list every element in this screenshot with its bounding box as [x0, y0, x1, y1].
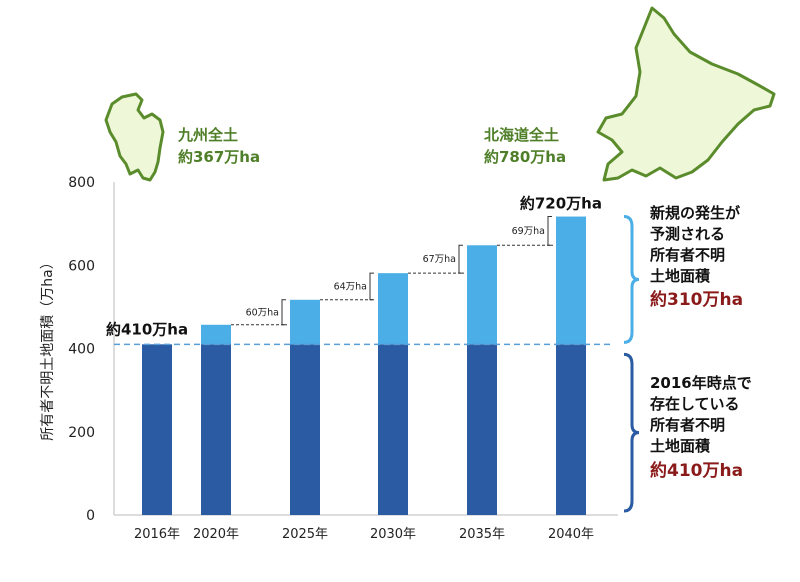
lower-line-3: 所有者不明	[650, 416, 725, 434]
increment-bracket	[458, 244, 463, 274]
kyushu-label: 九州全土	[177, 126, 238, 144]
increment-bracket	[547, 216, 552, 246]
upper-line-3: 所有者不明	[650, 246, 725, 264]
lower-brace	[623, 352, 640, 513]
lower-line-4: 土地面積	[650, 437, 711, 455]
hokkaido-label: 北海道全土	[484, 126, 559, 144]
hokkaido-map-icon	[596, 6, 776, 182]
bar-existing	[378, 344, 408, 515]
upper-annotation: 新規の発生が 予測される 所有者不明 土地面積 約310万ha	[650, 204, 743, 310]
x-tick-label: 2035年	[459, 527, 505, 542]
increment-label: 64万ha	[334, 281, 367, 292]
bar-existing	[201, 344, 231, 515]
y-tick-label: 400	[68, 342, 95, 358]
kyushu-area: 約367万ha	[178, 148, 260, 166]
lower-annotation: 2016年時点で 存在している 所有者不明 土地面積 約410万ha	[650, 374, 752, 481]
bar-existing	[467, 344, 497, 515]
increment-bracket	[281, 299, 286, 326]
x-tick-label: 2025年	[282, 527, 328, 542]
bar-new	[201, 324, 231, 345]
lower-line-1: 2016年時点で	[650, 374, 752, 392]
bar-new	[556, 216, 586, 345]
bar-existing	[290, 344, 320, 515]
y-tick-label: 200	[68, 425, 95, 441]
increment-label: 60万ha	[246, 307, 279, 318]
increment-bracket	[369, 272, 374, 301]
start-value-label: 約410万ha	[106, 320, 188, 338]
bar-new	[290, 299, 320, 345]
bar-existing	[556, 344, 586, 515]
y-tick-label: 600	[68, 258, 95, 274]
x-tick-label: 2040年	[548, 527, 594, 542]
hokkaido-area: 約780万ha	[484, 148, 566, 166]
x-tick-label: 2020年	[193, 527, 239, 542]
increment-label: 67万ha	[423, 254, 456, 265]
upper-line-2: 予測される	[650, 225, 725, 243]
upper-value: 約310万ha	[650, 289, 743, 310]
lower-value: 約410万ha	[650, 460, 743, 481]
y-axis-label: 所有者不明土地面積（万ha）	[40, 255, 56, 440]
upper-line-4: 土地面積	[650, 267, 711, 285]
bar-existing	[142, 344, 172, 515]
upper-line-1: 新規の発生が	[650, 204, 741, 222]
y-tick-label: 800	[68, 175, 95, 191]
kyushu-map-icon	[104, 92, 165, 182]
bar-new	[378, 273, 408, 345]
lower-line-2: 存在している	[650, 395, 740, 413]
end-value-label: 約720万ha	[520, 195, 602, 213]
x-tick-label: 2016年	[134, 527, 180, 542]
y-tick-label: 0	[86, 508, 95, 524]
increment-label: 69万ha	[512, 226, 545, 237]
upper-brace	[623, 215, 640, 344]
x-tick-label: 2030年	[370, 527, 416, 542]
bar-new	[467, 245, 497, 345]
